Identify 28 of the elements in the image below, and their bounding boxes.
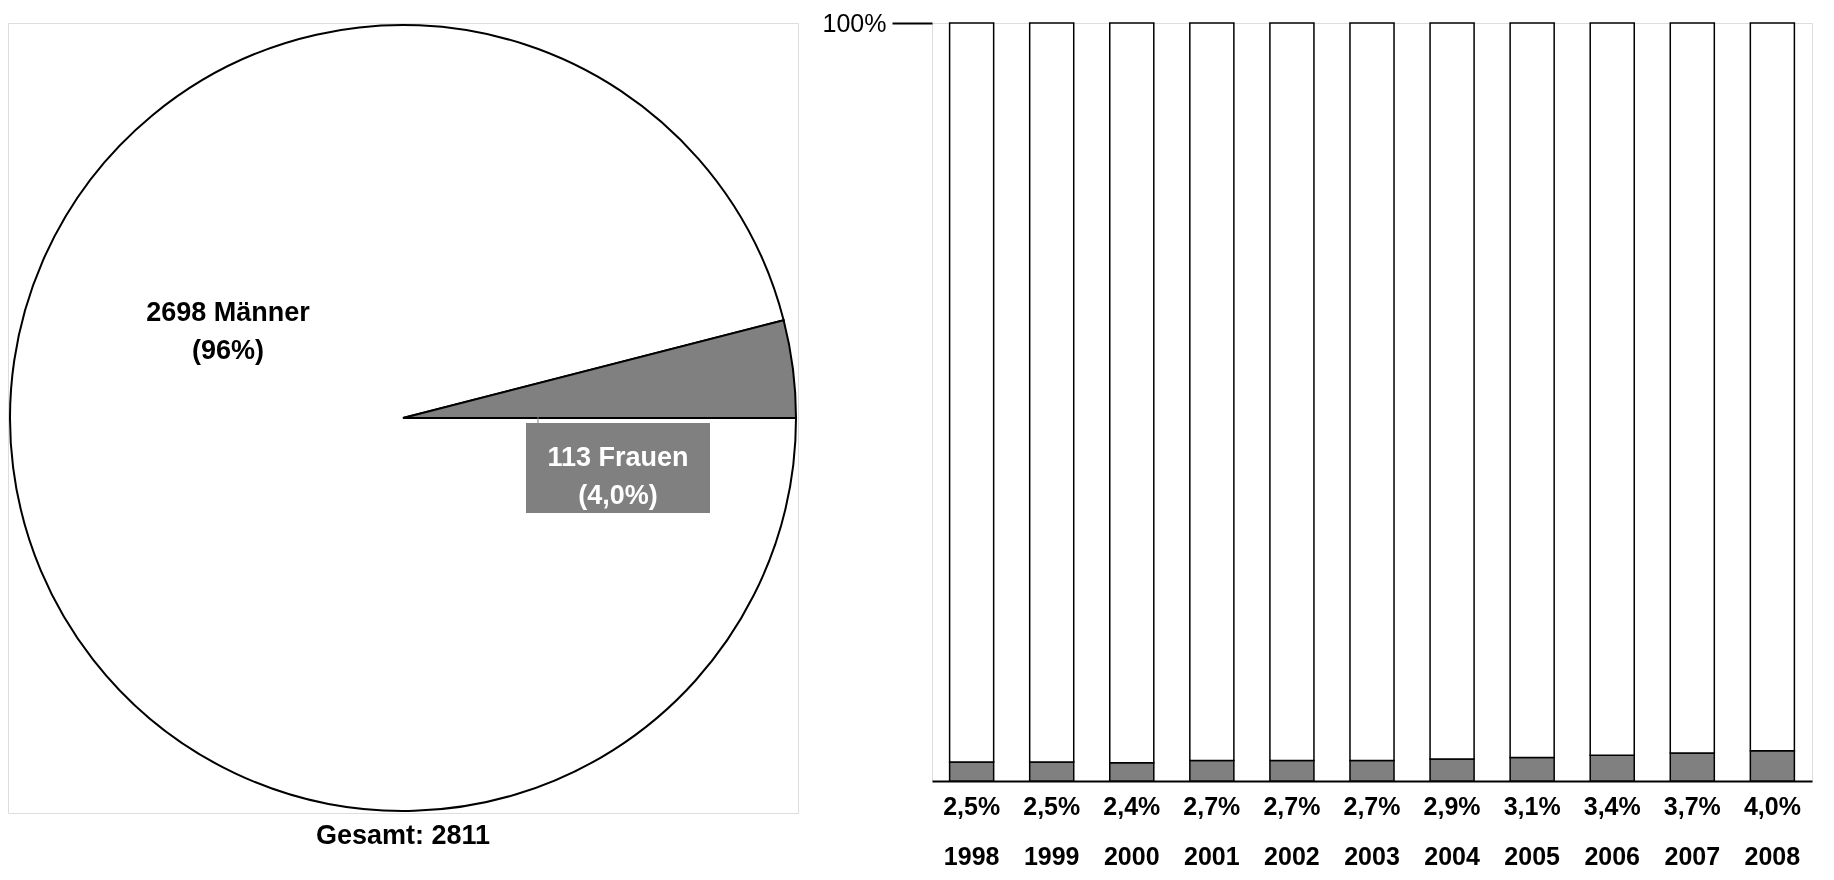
x-tick-label: 2001 xyxy=(1184,842,1240,870)
x-tick-label: 2007 xyxy=(1664,842,1721,870)
slice-label: 2698 Männer xyxy=(146,297,311,327)
x-tick-label: 2005 xyxy=(1504,842,1561,870)
legend-label: 113 Frauen xyxy=(547,442,689,472)
data-label: 3,4% xyxy=(1583,792,1641,820)
x-tick-label: 1999 xyxy=(1023,842,1080,870)
data-label: 2,4% xyxy=(1103,792,1161,820)
x-tick-label: 2008 xyxy=(1744,842,1801,870)
data-label: 2,9% xyxy=(1423,792,1481,820)
data-label: 2,5% xyxy=(1023,792,1081,820)
data-label: (96%) xyxy=(191,335,265,365)
data-label: 4,0% xyxy=(1743,792,1801,820)
data-label: (4,0%) xyxy=(578,480,658,510)
data-label: 3,1% xyxy=(1503,792,1561,820)
text: Gesamt: 2811 xyxy=(315,820,491,850)
x-tick-label: 2000 xyxy=(1103,842,1160,870)
data-label: 2,5% xyxy=(943,792,1001,820)
y-tick-label: 100% xyxy=(822,8,887,37)
data-label: 2,7% xyxy=(1183,792,1241,820)
data-label: 2,7% xyxy=(1343,792,1401,820)
x-tick-label: 2006 xyxy=(1584,842,1641,870)
data-label: 3,7% xyxy=(1663,792,1721,820)
x-tick-label: 2003 xyxy=(1344,842,1400,870)
data-label: 2,7% xyxy=(1263,792,1321,820)
x-tick-label: 1998 xyxy=(943,842,1000,870)
x-tick-label: 2004 xyxy=(1424,842,1480,870)
x-tick-label: 2002 xyxy=(1264,842,1320,870)
